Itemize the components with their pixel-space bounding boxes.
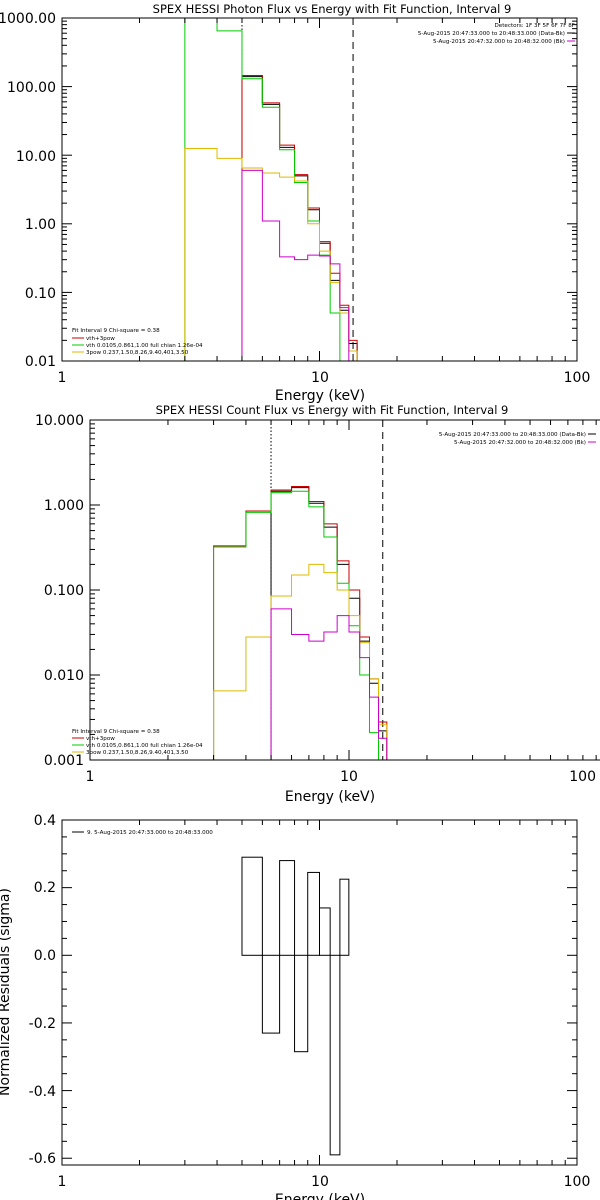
count-flux-ytick-label: 0.001 (44, 753, 84, 769)
count-flux-ticks (89, 419, 597, 761)
residual-bar (279, 860, 296, 956)
legend-entry-text: 5-Aug-2015 20:47:32.000 to 20:48:32.000 … (433, 39, 565, 45)
count-flux-ytick-label: 0.100 (44, 583, 84, 599)
photon-flux-xtick-label: 1 (58, 370, 67, 386)
count-flux-ytick-label: 0.010 (44, 668, 84, 684)
legend-entry-text: vth+3pow (86, 736, 115, 742)
photon-flux-ticks (61, 17, 578, 362)
count-flux-title: SPEX HESSI Count Flux vs Energy with Fit… (156, 403, 509, 417)
residuals-ytick-label: 0.2 (34, 880, 56, 896)
residuals-ytick-label: 0.0 (34, 948, 56, 964)
legend-entry-text: 5-Aug-2015 20:47:33.000 to 20:48:33.000 … (439, 432, 586, 438)
photon-flux-series-red (241, 75, 358, 361)
legend-entry-text: 3pow 0.237,1.50,8.26,9.40,401,3.50 (86, 750, 189, 756)
residuals-xtick-label: 1 (58, 1174, 67, 1190)
legend-entry-text: vth 0.0105,0.861,1.00 full chian 1.26e-0… (86, 743, 203, 749)
residual-bar (241, 856, 263, 956)
residuals-frame (61, 819, 578, 1166)
legend-entry-text: 3pow 0.237,1.50,8.26,9.40,401,3.50 (86, 350, 189, 356)
residual-bar (319, 907, 331, 956)
residuals-ylabel: Normalized Residuals (sigma) (0, 888, 13, 1096)
residual-bar (261, 954, 281, 1034)
photon-flux-panel: SPEX HESSI Photon Flux vs Energy with Fi… (0, 2, 590, 404)
residual-bar (339, 878, 350, 956)
legend-entry-text: Detectors: 1F 3F 5F 6F 7F 8F (494, 23, 575, 29)
count-flux-series-black (270, 487, 388, 760)
residuals-legend: 9. 5-Aug-2015 20:47:33.000 to 20:48:33.0… (72, 830, 213, 836)
count-flux-series (213, 420, 395, 760)
residuals-ytick-label: -0.4 (29, 1084, 56, 1100)
count-flux-plot-area (213, 420, 395, 760)
count-flux-legend-bottom-left: Fit Interval 9 Chi-square = 0.38 vth+3po… (72, 729, 203, 756)
count-flux-series-green (213, 490, 380, 760)
photon-flux-ytick-label: 1000.00 (0, 11, 56, 27)
photon-flux-series-green (184, 18, 349, 361)
legend-entry-text: 5-Aug-2015 20:47:33.000 to 20:48:33.000 … (418, 31, 565, 37)
count-flux-legend-top-right: 5-Aug-2015 20:47:33.000 to 20:48:33.000 … (439, 432, 596, 446)
photon-flux-ytick-label: 1.00 (25, 217, 56, 233)
residual-bar (329, 954, 341, 1156)
photon-flux-ytick-label: 0.10 (25, 286, 56, 302)
photon-flux-frame (61, 17, 578, 362)
residuals-ytick-label: -0.6 (29, 1151, 56, 1167)
photon-flux-xtick-label: 10 (311, 370, 329, 386)
residuals-panel: 0.4 0.2 0.0 -0.2 -0.4 -0.6 1 10 100 Ener… (0, 813, 590, 1200)
legend-entry-text: 9. 5-Aug-2015 20:47:33.000 to 20:48:33.0… (87, 830, 213, 836)
residuals-xtick-label: 100 (564, 1174, 591, 1190)
residual-bar (307, 871, 320, 956)
legend-entry-text: vth 0.0105,0.861,1.00 full chian 1.26e-0… (86, 343, 203, 349)
photon-flux-series-black (241, 76, 358, 361)
residuals-ytick-label: -0.2 (29, 1016, 56, 1032)
count-flux-ytick-label: 10.000 (35, 413, 84, 429)
residuals-ticks (61, 819, 578, 1165)
legend-entry-text: Fit Interval 9 Chi-square = 0.38 (72, 328, 160, 334)
legend-entry-text: vth+3pow (86, 336, 115, 342)
count-flux-xtick-label: 10 (340, 769, 358, 785)
photon-flux-xtick-label: 100 (564, 370, 591, 386)
count-flux-panel: SPEX HESSI Count Flux vs Energy with Fit… (35, 403, 600, 805)
photon-flux-plot-area (184, 18, 365, 361)
photon-flux-title: SPEX HESSI Photon Flux vs Energy with Fi… (153, 2, 512, 16)
photon-flux-series (184, 18, 365, 361)
count-flux-series-red (213, 486, 388, 760)
legend-entry-text: Fit Interval 9 Chi-square = 0.38 (72, 729, 160, 735)
count-flux-ytick-label: 1.000 (44, 498, 84, 514)
count-flux-series-magenta (270, 608, 388, 760)
photon-flux-series-magenta (241, 169, 358, 361)
count-flux-xlabel: Energy (keV) (285, 789, 375, 805)
residuals-ytick-label: 0.4 (34, 813, 56, 829)
residuals-plot-area (241, 856, 350, 1156)
photon-flux-legend-bottom-left: Fit Interval 9 Chi-square = 0.38 vth+3po… (72, 328, 203, 356)
residuals-xlabel: Energy (keV) (275, 1192, 365, 1200)
photon-flux-xlabel: Energy (keV) (275, 388, 365, 404)
count-flux-series-yellow (213, 563, 395, 760)
count-flux-xtick-label: 1 (86, 769, 95, 785)
photon-flux-series-yellow (184, 148, 365, 361)
photon-flux-ytick-label: 10.00 (16, 149, 56, 165)
legend-entry-text: 5-Aug-2015 20:47:32.000 to 20:48:32.000 … (454, 440, 586, 446)
photon-flux-legend-top-right: Detectors: 1F 3F 5F 6F 7F 8F 5-Aug-2015 … (418, 23, 575, 45)
residuals-xtick-label: 10 (311, 1174, 329, 1190)
residuals-series (241, 856, 350, 1156)
photon-flux-ytick-label: 0.01 (25, 354, 56, 370)
residual-bar (294, 954, 309, 1053)
count-flux-xtick-label: 100 (569, 769, 596, 785)
photon-flux-ytick-label: 100.00 (7, 80, 56, 96)
